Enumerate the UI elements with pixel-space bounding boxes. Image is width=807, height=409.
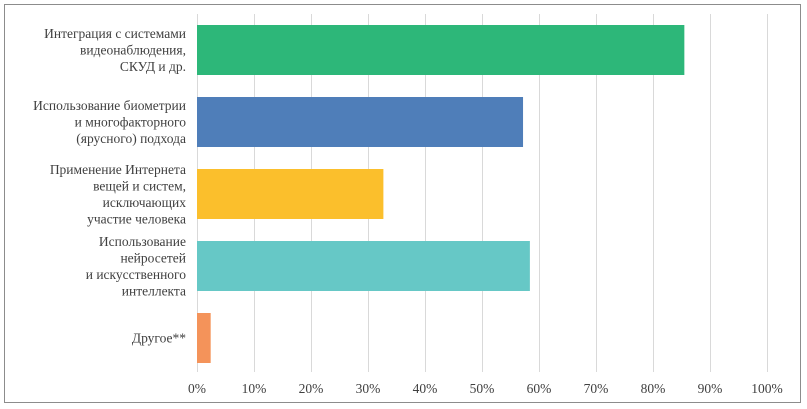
category-label: видеонаблюдения, bbox=[80, 43, 186, 58]
category-label: Применение Интернета bbox=[50, 162, 186, 177]
x-tick-label: 100% bbox=[751, 381, 783, 396]
x-tick-label: 50% bbox=[470, 381, 495, 396]
x-tick-label: 10% bbox=[242, 381, 267, 396]
category-label: и искусственного bbox=[86, 267, 187, 282]
category-label: Использование биометрии bbox=[33, 98, 186, 113]
category-label: и многофакторного bbox=[75, 115, 187, 130]
category-label: исключающих bbox=[103, 195, 187, 210]
category-label: вещей и систем, bbox=[93, 178, 186, 193]
category-label: Другое** bbox=[132, 331, 186, 346]
x-tick-label: 0% bbox=[188, 381, 206, 396]
x-tick-label: 60% bbox=[527, 381, 552, 396]
x-tick-label: 40% bbox=[413, 381, 438, 396]
bar bbox=[197, 169, 384, 219]
category-label: нейросетей bbox=[120, 250, 186, 265]
x-tick-label: 80% bbox=[641, 381, 666, 396]
bar bbox=[197, 25, 685, 75]
x-tick-label: 90% bbox=[698, 381, 723, 396]
category-label: участие человека bbox=[87, 211, 186, 226]
x-tick-label: 30% bbox=[356, 381, 381, 396]
category-label: Интеграция с системами bbox=[44, 26, 186, 41]
category-label: СКУД и др. bbox=[120, 59, 186, 74]
bar bbox=[197, 241, 530, 291]
x-tick-label: 20% bbox=[299, 381, 324, 396]
category-label: Использование bbox=[99, 234, 186, 249]
bar bbox=[197, 97, 524, 147]
category-label: интеллекта bbox=[122, 283, 186, 298]
bar bbox=[197, 313, 211, 363]
category-label: (ярусного) подхода bbox=[76, 131, 186, 146]
x-tick-label: 70% bbox=[584, 381, 609, 396]
